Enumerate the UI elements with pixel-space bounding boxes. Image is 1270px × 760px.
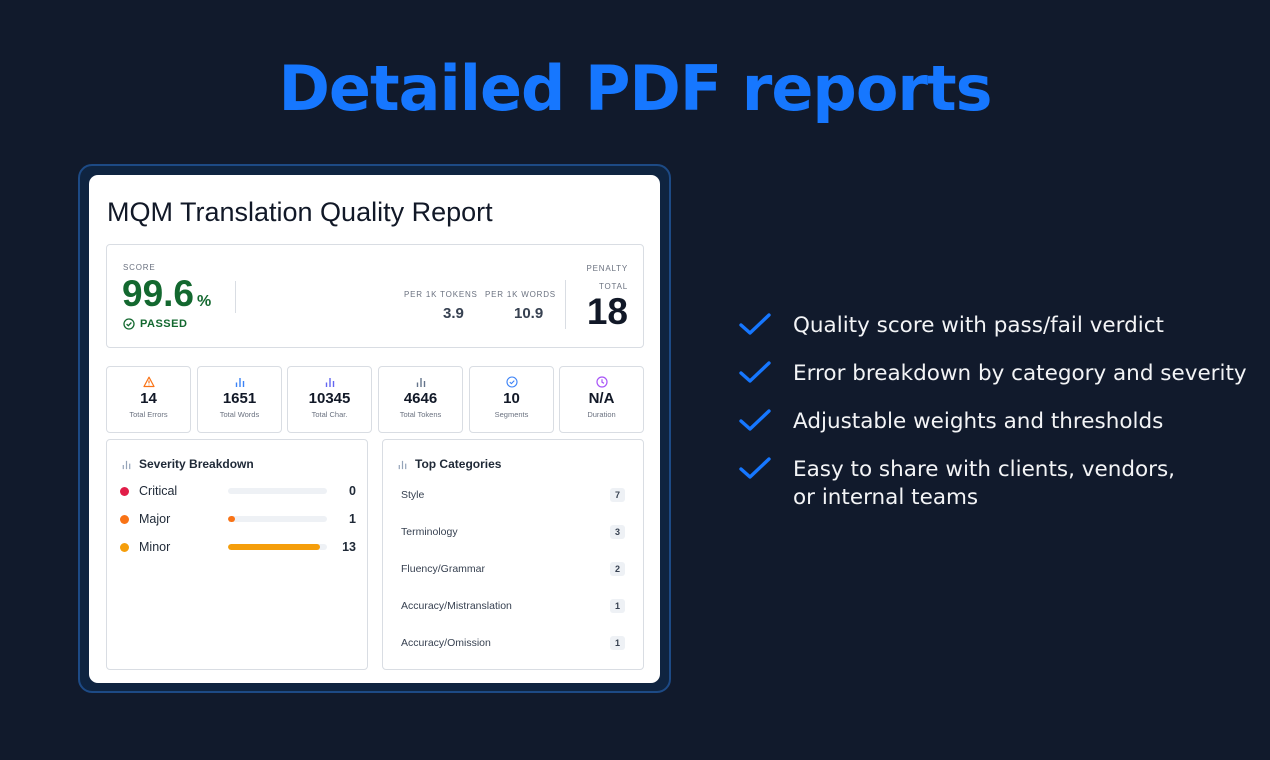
- top-categories-title: Top Categories: [415, 457, 502, 471]
- stat-label: Duration: [587, 410, 616, 419]
- checkmark-icon: [739, 457, 771, 479]
- stat-total-errors: 14 Total Errors: [106, 366, 191, 433]
- severity-row-major: Major 1: [120, 511, 356, 527]
- stat-label: Total Tokens: [399, 410, 442, 419]
- checkmark-icon: [739, 313, 771, 335]
- feature-text: Easy to share with clients, vendors, or …: [793, 457, 1175, 510]
- penalty-label: PENALTY: [586, 264, 628, 273]
- category-name: Accuracy/Omission: [401, 637, 491, 649]
- stat-value: N/A: [588, 390, 615, 407]
- feature-item: Adjustable weights and thresholds: [738, 408, 1258, 436]
- bar-chart-icon: [235, 378, 244, 387]
- severity-bar: [228, 544, 327, 550]
- total-penalty-label: TOTAL: [598, 282, 628, 291]
- severity-breakdown-panel: Severity Breakdown Critical 0 Major 1 Mi…: [106, 439, 368, 670]
- stat-total-characters: 10345 Total Char.: [287, 366, 372, 433]
- feature-item: Quality score with pass/fail verdict: [738, 312, 1258, 340]
- feature-item: Easy to share with clients, vendors, or …: [738, 456, 1258, 512]
- category-row: Accuracy/Mistranslation 1: [401, 598, 625, 614]
- feature-text: Quality score with pass/fail verdict: [793, 313, 1164, 338]
- severity-row-minor: Minor 13: [120, 539, 356, 555]
- per-1k-words-label: PER 1K WORDS: [485, 290, 556, 299]
- category-name: Accuracy/Mistranslation: [401, 600, 512, 612]
- checkmark-icon: [739, 361, 771, 383]
- total-penalty-value: 18: [586, 291, 628, 332]
- score-divider: [235, 281, 236, 313]
- score-unit: %: [197, 293, 212, 310]
- penalty-divider: [565, 280, 566, 329]
- category-row: Style 7: [401, 487, 625, 503]
- category-count-badge: 1: [609, 599, 625, 613]
- stat-label: Total Char.: [311, 410, 348, 419]
- category-name: Style: [401, 489, 425, 501]
- stat-label: Total Words: [219, 410, 260, 419]
- category-count-badge: 1: [609, 636, 625, 650]
- check-circle-icon: [505, 376, 518, 388]
- score-number: 99.6: [122, 273, 195, 314]
- bar-chart-icon: [325, 378, 334, 387]
- category-row: Accuracy/Omission 1: [401, 635, 625, 651]
- feature-item: Error breakdown by category and severity: [738, 360, 1258, 388]
- severity-breakdown-header: Severity Breakdown: [121, 457, 254, 471]
- bar-chart-icon: [398, 460, 407, 469]
- severity-dot: [120, 514, 129, 524]
- category-name: Fluency/Grammar: [401, 563, 486, 575]
- report-title: MQM Translation Quality Report: [107, 197, 493, 227]
- top-categories-panel: Top Categories Style 7 Terminology 3 Flu…: [382, 439, 644, 670]
- score-panel: SCORE 99.6% PASSED PENALTY PER 1K TOKENS…: [106, 244, 644, 348]
- severity-name: Major: [139, 512, 171, 526]
- stat-value: 10: [503, 390, 520, 407]
- category-count-badge: 3: [609, 525, 625, 539]
- severity-name: Critical: [139, 484, 178, 498]
- severity-count: 13: [342, 540, 356, 554]
- category-name: Terminology: [401, 526, 458, 538]
- severity-count: 1: [349, 512, 356, 526]
- check-circle-icon: [123, 318, 135, 330]
- score-value: 99.6%: [122, 273, 211, 315]
- per-1k-words-value: 10.9: [514, 305, 544, 322]
- feature-text: Adjustable weights and thresholds: [793, 409, 1164, 434]
- stat-value: 1651: [222, 390, 257, 407]
- severity-row-critical: Critical 0: [120, 483, 356, 499]
- severity-dot: [120, 542, 129, 552]
- stat-label: Total Errors: [129, 410, 168, 419]
- severity-dot: [120, 486, 129, 496]
- stat-total-tokens: 4646 Total Tokens: [378, 366, 463, 433]
- severity-bar: [228, 488, 327, 494]
- severity-bar-fill: [228, 516, 235, 522]
- category-count-badge: 7: [609, 488, 625, 502]
- stat-segments: 10 Segments: [469, 366, 554, 433]
- page-headline: Detailed PDF reports: [278, 52, 992, 125]
- verdict-text: PASSED: [140, 318, 188, 330]
- per-1k-tokens-label: PER 1K TOKENS: [404, 290, 478, 299]
- category-row: Terminology 3: [401, 524, 625, 540]
- stat-value: 4646: [403, 390, 438, 407]
- verdict-badge: PASSED: [123, 318, 187, 330]
- stat-label: Segments: [494, 410, 529, 419]
- bar-chart-icon: [122, 460, 131, 469]
- top-categories-header: Top Categories: [397, 457, 501, 471]
- clock-icon: [595, 376, 608, 388]
- bar-chart-icon: [416, 378, 425, 387]
- report-card: MQM Translation Quality Report SCORE 99.…: [89, 175, 660, 683]
- category-count-badge: 2: [609, 562, 625, 576]
- feature-text: Error breakdown by category and severity: [793, 361, 1247, 386]
- severity-bar-fill: [228, 544, 321, 550]
- checkmark-icon: [739, 409, 771, 431]
- category-row: Fluency/Grammar 2: [401, 561, 625, 577]
- stat-value: 10345: [308, 390, 351, 407]
- stat-duration: N/A Duration: [559, 366, 644, 433]
- severity-breakdown-title: Severity Breakdown: [139, 457, 254, 471]
- score-label: SCORE: [123, 263, 156, 272]
- severity-bar: [228, 516, 327, 522]
- severity-name: Minor: [139, 540, 171, 554]
- stat-total-words: 1651 Total Words: [197, 366, 282, 433]
- stat-value: 14: [140, 390, 157, 407]
- warning-icon: [142, 376, 155, 388]
- severity-count: 0: [349, 484, 356, 498]
- per-1k-tokens-value: 3.9: [443, 305, 464, 322]
